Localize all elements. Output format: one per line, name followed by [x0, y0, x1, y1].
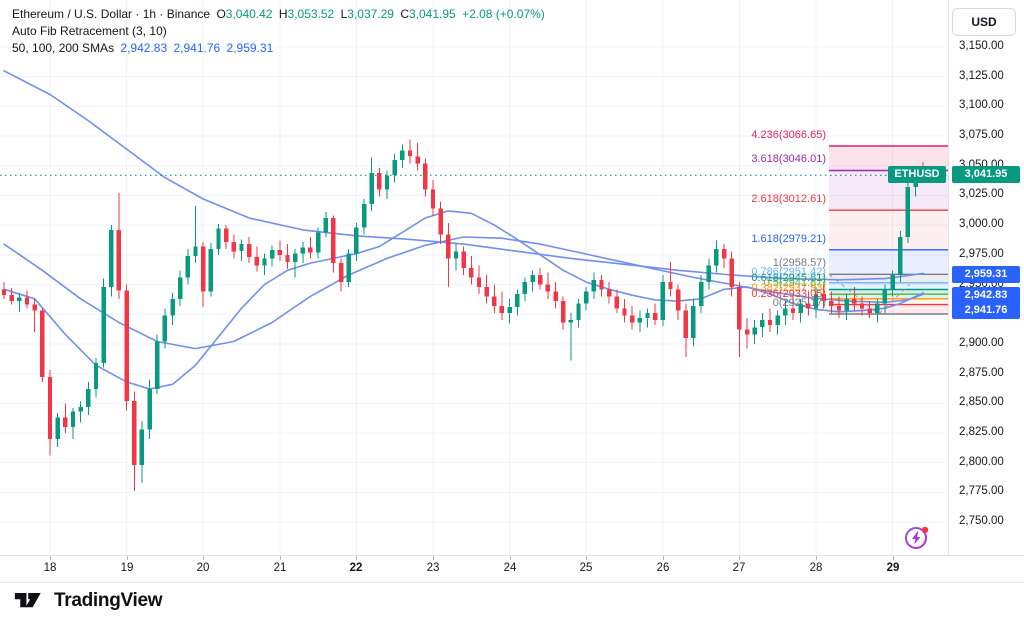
time-tick-mark — [816, 556, 817, 560]
chart-canvas[interactable] — [0, 0, 948, 560]
time-tick-mark — [127, 556, 128, 560]
price-tick-label: 3,125.00 — [959, 70, 1004, 82]
time-tick-label: 21 — [273, 562, 287, 574]
sma-indicator-title: 50, 100, 200 SMAs — [12, 41, 115, 55]
currency-toggle-button[interactable]: USD — [952, 8, 1016, 36]
price-tick-label: 2,800.00 — [959, 456, 1004, 468]
time-tick-label: 29 — [886, 562, 900, 574]
time-tick-label: 20 — [196, 562, 210, 574]
time-tick-label: 27 — [732, 562, 746, 574]
fib-level-label-1: 1(2958.57) — [772, 257, 826, 269]
change-value: +2.08 (+0.07%) — [462, 7, 545, 21]
time-tick-mark — [280, 556, 281, 560]
tradingview-logo[interactable]: TradingView — [14, 589, 163, 613]
price-tick-label: 2,975.00 — [959, 248, 1004, 260]
sma-price-badge: 2,959.31 — [952, 266, 1020, 283]
fib-level-label-3.618: 3.618(3046.01) — [751, 153, 826, 165]
fib-level-label-0.786: 0.786(2951.42) — [751, 266, 826, 278]
price-tick-label: 3,025.00 — [959, 188, 1004, 200]
time-tick-mark — [893, 556, 894, 560]
low-label: L — [340, 7, 348, 21]
price-tick-label: 3,075.00 — [959, 129, 1004, 141]
symbol-title-row[interactable]: Ethereum / U.S. Dollar · 1h · Binance O3… — [12, 6, 548, 22]
symbol-title: Ethereum / U.S. Dollar · 1h · Binance — [12, 7, 211, 21]
close-value: 3,041.95 — [409, 7, 456, 21]
open-value: 3,040.42 — [225, 7, 273, 21]
lightning-icon — [905, 526, 929, 549]
fib-level-label-0.5: 0.5(2941.87) — [763, 277, 826, 289]
fib-level-label-0.382: 0.382(2937.93) — [751, 282, 826, 294]
fib-level-label-0.618: 0.618(2945.81) — [751, 272, 826, 284]
fib-level-label-1.618: 1.618(2979.21) — [751, 233, 826, 245]
time-tick-mark — [586, 556, 587, 560]
time-tick-mark — [50, 556, 51, 560]
fib-level-label-0: 0(2925.17) — [772, 297, 826, 309]
price-tick-label: 3,000.00 — [959, 218, 1004, 230]
time-tick-label: 19 — [120, 562, 134, 574]
price-tick-label: 2,875.00 — [959, 367, 1004, 379]
price-tick-label: 2,825.00 — [959, 426, 1004, 438]
price-tick-label: 2,850.00 — [959, 396, 1004, 408]
time-tick-mark — [663, 556, 664, 560]
last-price-badge: 3,041.95 — [952, 166, 1020, 183]
time-tick-label: 28 — [809, 562, 823, 574]
close-label: C — [400, 7, 409, 21]
time-tick-mark — [356, 556, 357, 560]
high-label: H — [278, 7, 288, 21]
fib-level-label-0.236: 0.236(2933.05) — [751, 288, 826, 300]
open-label: O — [216, 7, 226, 21]
price-tick-label: 2,750.00 — [959, 515, 1004, 527]
sma-price-badge: 2,941.76 — [952, 302, 1020, 319]
time-tick-label: 25 — [579, 562, 593, 574]
time-axis[interactable]: 18 19 20 21 22 23 24 25 26 27 28 29 — [0, 555, 1024, 583]
tradingview-logo-text: TradingView — [54, 590, 163, 611]
time-tick-mark — [739, 556, 740, 560]
price-tick-label: 2,900.00 — [959, 337, 1004, 349]
low-value: 3,037.29 — [347, 7, 394, 21]
price-axis[interactable]: 3,150.00 3,125.00 3,100.00 3,075.00 3,050.00… — [948, 0, 1024, 555]
time-tick-label: 22 — [349, 562, 363, 574]
price-tick-label: 3,100.00 — [959, 99, 1004, 111]
tradingview-logo-icon — [14, 593, 41, 608]
instant-trading-button[interactable] — [903, 524, 931, 552]
fib-level-label-4.236: 4.236(3066.65) — [751, 129, 826, 141]
fib-level-label-2.618: 2.618(3012.61) — [751, 193, 826, 205]
time-tick-label: 18 — [43, 562, 57, 574]
price-tick-label: 3,150.00 — [959, 40, 1004, 52]
fib-indicator-title: Auto Fib Retracement (3, 10) — [12, 24, 167, 38]
price-tick-label: 2,775.00 — [959, 485, 1004, 497]
time-tick-mark — [433, 556, 434, 560]
high-value: 3,053.52 — [287, 7, 335, 21]
time-tick-label: 24 — [503, 562, 517, 574]
time-tick-label: 23 — [426, 562, 440, 574]
time-tick-mark — [510, 556, 511, 560]
sma50-value: 2,942.83 — [120, 41, 168, 55]
chart-header: Ethereum / U.S. Dollar · 1h · Binance O3… — [12, 6, 548, 57]
notification-dot — [921, 526, 929, 534]
indicator-row-sma[interactable]: 50, 100, 200 SMAs 2,942.83 2,941.76 2,95… — [12, 40, 548, 56]
sma-price-badge: 2,942.83 — [952, 287, 1020, 304]
indicator-row-fib[interactable]: Auto Fib Retracement (3, 10) — [12, 23, 548, 39]
sma200-value: 2,959.31 — [226, 41, 274, 55]
time-tick-mark — [203, 556, 204, 560]
symbol-price-tag: ETHUSD — [888, 166, 946, 183]
sma100-value: 2,941.76 — [173, 41, 221, 55]
time-tick-label: 26 — [656, 562, 670, 574]
